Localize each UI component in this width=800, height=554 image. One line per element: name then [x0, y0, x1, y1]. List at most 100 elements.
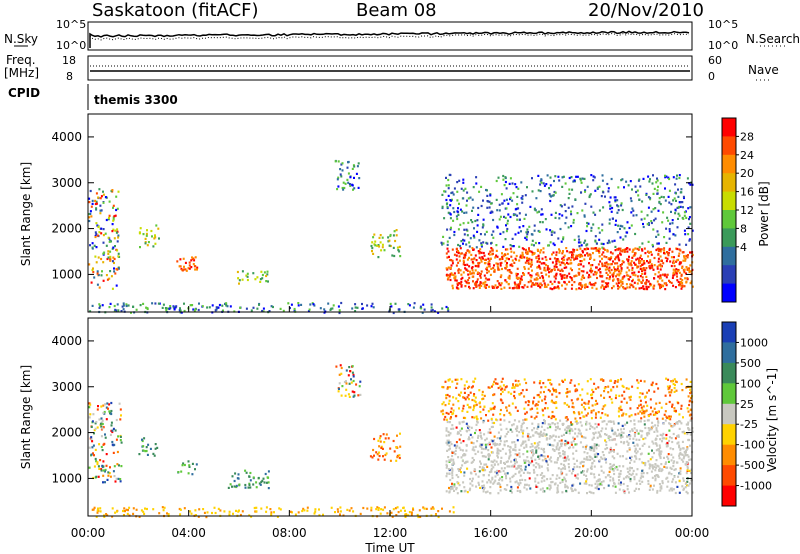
heatmap-cell: [571, 251, 574, 254]
heatmap-cell: [191, 304, 194, 307]
heatmap-cell: [471, 448, 474, 451]
heatmap-cell: [571, 205, 574, 208]
heatmap-cell: [676, 279, 679, 282]
heatmap-cell: [612, 420, 615, 423]
heatmap-cell: [670, 391, 673, 394]
heatmap-cell: [661, 279, 664, 282]
heatmap-cell: [453, 272, 456, 275]
heatmap-cell: [690, 471, 692, 475]
heatmap-cell: [540, 430, 542, 433]
heatmap-cell: [609, 479, 612, 482]
cpid-strip: CPID themis 3300: [8, 84, 178, 110]
heatmap-cell: [591, 393, 594, 396]
heatmap-cell: [621, 424, 624, 427]
heatmap-cell: [287, 302, 290, 305]
heatmap-cell: [570, 399, 573, 402]
heatmap-cell: [633, 423, 636, 426]
heatmap-cell: [666, 257, 669, 260]
heatmap-cell: [377, 507, 380, 510]
heatmap-cell: [99, 212, 102, 215]
heatmap-cell: [119, 480, 122, 483]
heatmap-cell: [633, 444, 636, 447]
heatmap-cell: [392, 234, 395, 237]
heatmap-cell: [480, 443, 483, 447]
heatmap-cell: [372, 306, 375, 309]
heatmap-cell: [691, 439, 694, 442]
heatmap-cell: [465, 228, 468, 231]
heatmap-cell: [544, 407, 546, 410]
heatmap-cell: [623, 227, 626, 230]
heatmap-cell: [657, 257, 660, 260]
heatmap-cell: [499, 423, 502, 426]
heatmap-cell: [122, 302, 125, 305]
heatmap-cell: [306, 509, 309, 512]
heatmap-cell: [608, 241, 611, 244]
heatmap-cell: [626, 258, 628, 261]
heatmap-cell: [515, 276, 518, 279]
heatmap-cell: [517, 276, 520, 279]
heatmap-cell: [495, 254, 498, 257]
heatmap-cell: [579, 482, 582, 485]
heatmap-cell: [471, 261, 474, 264]
heatmap-cell: [383, 441, 386, 444]
heatmap-cell: [545, 273, 548, 276]
heatmap-cell: [671, 489, 674, 492]
heatmap-cell: [518, 259, 521, 262]
heatmap-cell: [494, 284, 497, 287]
heatmap-cell: [105, 406, 108, 409]
heatmap-cell: [653, 407, 656, 410]
heatmap-cell: [408, 511, 411, 514]
heatmap-cell: [179, 307, 181, 310]
heatmap-cell: [102, 261, 105, 264]
heatmap-cell: [109, 258, 112, 261]
heatmap-cell: [452, 396, 455, 399]
heatmap-cell: [347, 374, 350, 377]
heatmap-cell: [482, 251, 485, 255]
heatmap-cell: [518, 245, 521, 248]
heatmap-cell: [619, 272, 622, 275]
heatmap-cell: [374, 244, 377, 247]
heatmap-cell: [651, 243, 654, 247]
heatmap-cell: [564, 456, 567, 459]
heatmap-cell: [668, 189, 671, 192]
heatmap-cell: [619, 252, 621, 255]
heatmap-cell: [551, 282, 554, 286]
heatmap-cell: [633, 455, 636, 458]
heatmap-cell: [603, 264, 606, 268]
colorbar-swatch: [722, 265, 736, 285]
heatmap-cell: [142, 510, 145, 513]
heatmap-cell: [546, 478, 549, 481]
heatmap-cell: [659, 255, 662, 258]
heatmap-cell: [620, 179, 623, 182]
heatmap-cell: [362, 506, 365, 510]
heatmap-cell: [546, 426, 549, 430]
heatmap-cell: [504, 266, 507, 270]
heatmap-cell: [605, 441, 608, 444]
heatmap-cell: [621, 250, 624, 253]
heatmap-cell: [491, 478, 494, 481]
heatmap-cell: [91, 199, 94, 202]
heatmap-cell: [545, 258, 548, 261]
heatmap-cell: [117, 309, 120, 312]
heatmap-cell: [392, 439, 395, 443]
heatmap-cell: [522, 272, 524, 275]
heatmap-cell: [565, 276, 568, 279]
heatmap-cell: [505, 427, 508, 430]
heatmap-cell: [501, 377, 504, 380]
heatmap-cell: [649, 284, 652, 287]
heatmap-cell: [541, 399, 544, 402]
heatmap-cell: [543, 268, 546, 272]
heatmap-cell: [679, 467, 682, 470]
heatmap-cell: [499, 440, 502, 443]
heatmap-cell: [478, 483, 480, 486]
heatmap-cell: [590, 417, 593, 420]
heatmap-cell: [631, 188, 633, 191]
heatmap-cell: [688, 239, 691, 242]
heatmap-cell: [663, 252, 665, 255]
heatmap-cell: [543, 390, 545, 394]
heatmap-cell: [258, 482, 261, 485]
heatmap-cell: [465, 243, 468, 246]
heatmap-cell: [447, 456, 450, 459]
heatmap-cell: [485, 437, 488, 440]
heatmap-cell: [642, 462, 645, 465]
